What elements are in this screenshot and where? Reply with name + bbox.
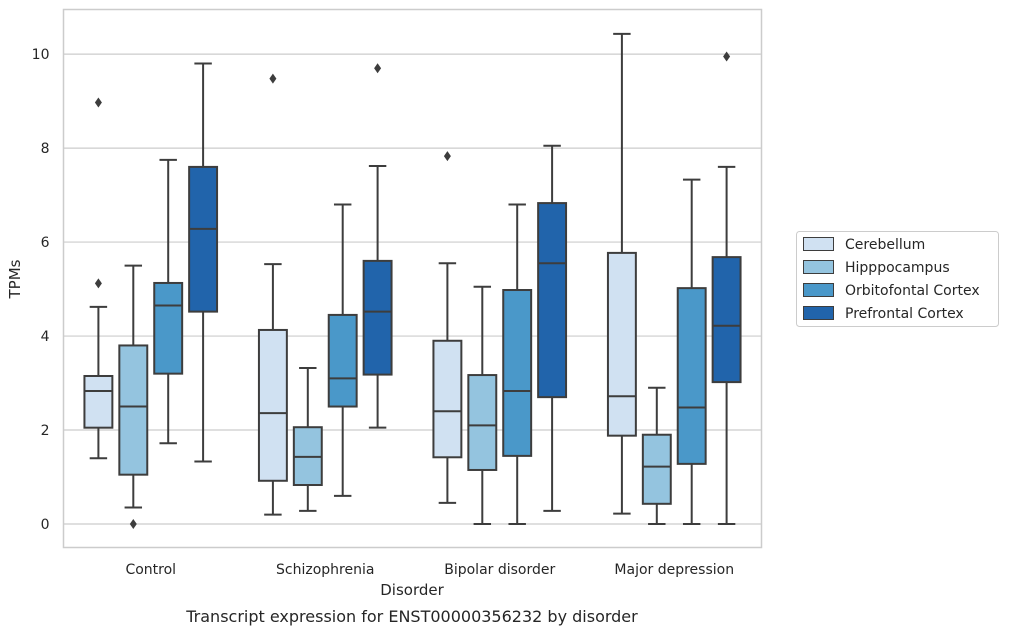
x-tick-label: Bipolar disorder — [444, 562, 555, 578]
box-cerebellum — [432, 151, 463, 504]
outlier-point — [94, 278, 102, 289]
box-iqr — [188, 165, 219, 313]
box-hipppocampus — [641, 386, 672, 526]
x-tick-label: Control — [125, 562, 176, 578]
box-cerebellum — [606, 32, 637, 515]
box-cerebellum — [83, 97, 114, 460]
legend-label: Orbitofontal Cortex — [845, 283, 980, 299]
box-orbitofontal-cortex — [153, 158, 184, 445]
box-iqr — [362, 259, 393, 376]
box-hipppocampus — [292, 367, 323, 512]
outlier-point — [374, 63, 382, 74]
box-iqr — [641, 433, 672, 505]
box-iqr — [676, 287, 707, 465]
legend-frame — [796, 231, 999, 327]
outlier-point — [94, 97, 102, 108]
box-iqr — [153, 281, 184, 375]
box-hipppocampus — [467, 285, 498, 526]
box-cerebellum — [257, 73, 288, 516]
legend-swatch — [803, 260, 834, 274]
box-orbitofontal-cortex — [676, 178, 707, 526]
box-prefrontal-cortex — [188, 62, 219, 463]
legend-swatch — [803, 306, 834, 320]
plot-frame — [62, 8, 763, 549]
box-iqr — [467, 374, 498, 471]
y-tick-label: 2 — [41, 423, 50, 439]
box-orbitofontal-cortex — [327, 203, 358, 497]
chart-caption: Transcript expression for ENST0000035623… — [185, 607, 638, 626]
box-iqr — [606, 251, 637, 437]
legend: Cerebellum Hipppocampus Orbitofontal Corte… — [796, 231, 999, 327]
y-tick-label: 0 — [41, 517, 50, 533]
legend-label: Cerebellum — [845, 237, 925, 253]
box-hipppocampus — [118, 264, 149, 530]
box-orbitofontal-cortex — [502, 203, 533, 526]
y-tick-label: 10 — [32, 47, 50, 63]
y-tick-label: 4 — [41, 329, 50, 345]
box-plots — [83, 32, 742, 530]
box-prefrontal-cortex — [362, 63, 393, 429]
box-prefrontal-cortex — [537, 144, 568, 512]
box-iqr — [257, 328, 288, 482]
legend-label: Prefrontal Cortex — [845, 306, 964, 322]
box-iqr — [432, 339, 463, 459]
y-tick-label: 6 — [41, 235, 50, 251]
outlier-point — [129, 519, 137, 530]
box-iqr — [83, 374, 114, 429]
y-axis-title: TPMs — [6, 259, 24, 299]
outlier-point — [443, 151, 451, 162]
outlier-point — [269, 73, 277, 84]
x-tick-labels: Control Schizophrenia Bipolar disorder Majo… — [125, 562, 734, 578]
box-prefrontal-cortex — [711, 51, 742, 526]
box-iqr — [502, 289, 533, 457]
legend-swatch — [803, 237, 834, 251]
y-tick-label: 8 — [41, 141, 50, 157]
box-iqr — [118, 344, 149, 476]
outlier-point — [723, 51, 731, 62]
legend-swatch — [803, 283, 834, 297]
box-iqr — [327, 313, 358, 408]
legend-label: Hipppocampus — [845, 260, 950, 276]
box-iqr — [537, 202, 568, 399]
x-tick-label: Major depression — [614, 562, 734, 578]
x-tick-label: Schizophrenia — [276, 562, 374, 578]
x-axis-title: Disorder — [380, 581, 444, 599]
box-iqr — [711, 256, 742, 384]
y-tick-labels: 0 2 4 6 8 10 — [32, 47, 50, 533]
